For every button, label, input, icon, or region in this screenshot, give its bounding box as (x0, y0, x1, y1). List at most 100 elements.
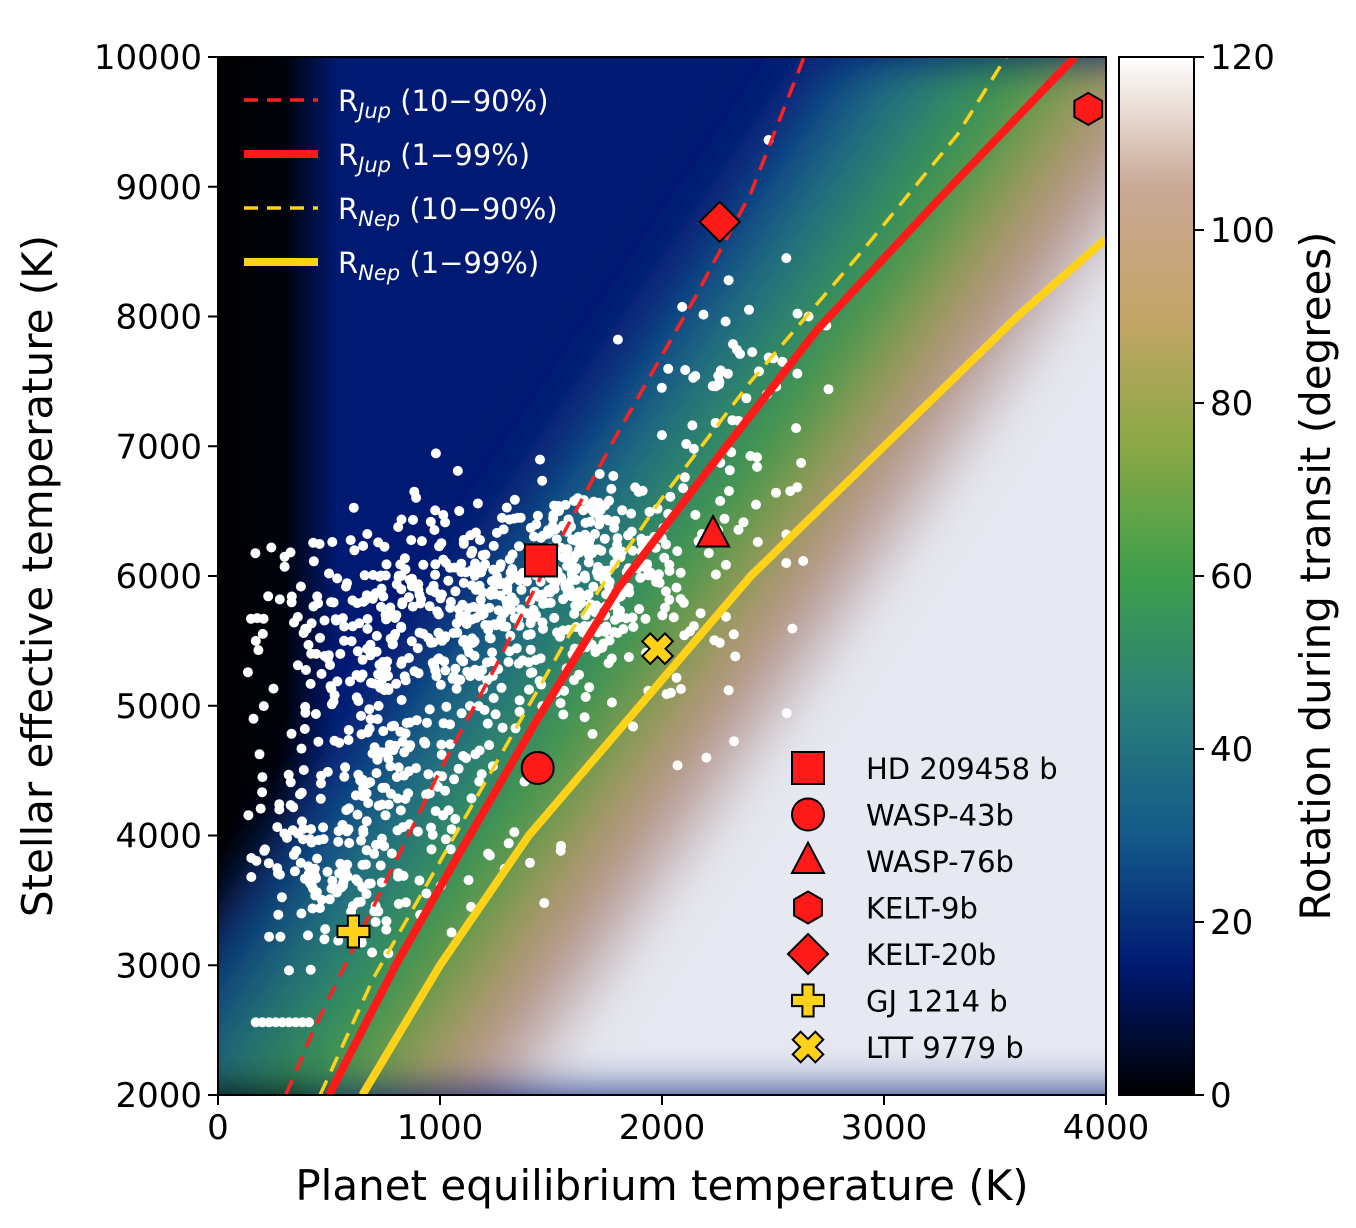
population-point (257, 628, 268, 639)
population-point (498, 524, 509, 535)
population-point (380, 609, 391, 620)
population-point (325, 660, 335, 670)
population-point (369, 848, 380, 859)
planet-legend-marker (791, 983, 825, 1018)
population-point (312, 591, 323, 602)
population-point (355, 775, 366, 786)
population-point (378, 591, 389, 602)
population-point (250, 635, 261, 646)
population-point (679, 472, 690, 483)
population-point (339, 621, 350, 632)
population-point (493, 605, 504, 616)
population-point (286, 728, 297, 739)
population-point (541, 598, 552, 608)
population-point (509, 494, 520, 505)
population-point (381, 924, 392, 935)
population-point (260, 844, 270, 855)
planet-legend-marker (786, 932, 830, 976)
population-point (289, 866, 300, 877)
colorbar-tick-label: 0 (1210, 1076, 1232, 1116)
population-point (388, 631, 399, 642)
population-point (272, 822, 283, 833)
population-point (497, 722, 508, 733)
heatmap-band (504, 215, 1106, 1095)
population-point (246, 853, 257, 863)
population-point (618, 624, 629, 635)
population-point (525, 857, 535, 868)
population-point (372, 714, 383, 725)
curve-legend-label: RNep (10−90%) (338, 192, 558, 231)
population-point (288, 849, 299, 860)
population-point (345, 676, 355, 687)
population-point (407, 573, 417, 584)
population-point (533, 591, 544, 602)
population-point (273, 909, 284, 920)
population-point (553, 506, 564, 517)
population-point (340, 762, 351, 773)
x-axis-label: Planet equilibrium temperature (K) (295, 1161, 1028, 1210)
population-point (365, 639, 376, 650)
x-axis-ticks: 0 1000 2000 3000 4000 (207, 1095, 1149, 1148)
population-point (461, 753, 472, 763)
population-point (676, 684, 686, 694)
population-point (358, 596, 369, 607)
population-point (677, 301, 688, 312)
population-point (266, 542, 277, 553)
population-point (614, 612, 625, 623)
population-point (796, 457, 807, 468)
y-tick-label: 4000 (115, 817, 202, 857)
population-point (390, 740, 401, 751)
population-point (565, 584, 575, 595)
population-point (445, 844, 456, 855)
population-point (412, 826, 423, 837)
population-point (466, 548, 477, 559)
population-point (396, 695, 407, 705)
population-point (430, 448, 441, 459)
population-point (555, 845, 566, 856)
population-point (628, 621, 639, 632)
population-point (574, 669, 584, 680)
population-point (609, 627, 619, 637)
population-point (569, 608, 580, 619)
population-point (428, 580, 439, 591)
population-point (424, 788, 435, 799)
population-point (373, 669, 384, 680)
population-point (438, 718, 449, 729)
planet-legend-marker (791, 751, 825, 785)
population-point (342, 871, 353, 882)
population-point (680, 365, 691, 375)
population-point (446, 824, 457, 835)
population-point (606, 697, 617, 708)
population-point (413, 584, 424, 595)
population-point (310, 709, 321, 719)
x-tick-label: 2000 (619, 1108, 706, 1148)
population-point (352, 809, 363, 820)
population-point (503, 657, 514, 667)
population-point (433, 609, 444, 620)
population-point (604, 576, 615, 587)
population-point (516, 584, 527, 595)
population-point (379, 685, 390, 696)
population-point (744, 304, 754, 315)
population-point (311, 648, 322, 659)
population-point (319, 934, 330, 945)
colorbar-tick-label: 60 (1210, 557, 1253, 597)
population-point (604, 495, 615, 506)
population-point (470, 664, 481, 675)
population-point (505, 567, 516, 578)
population-point (406, 636, 417, 647)
population-point (282, 832, 292, 843)
population-point (665, 491, 676, 502)
population-point (452, 627, 463, 638)
population-point (628, 721, 639, 732)
population-point (479, 705, 490, 715)
population-point (349, 545, 360, 556)
population-point (295, 581, 306, 592)
population-point (672, 760, 683, 771)
population-point (357, 654, 368, 665)
population-point (255, 803, 266, 814)
population-point (584, 682, 595, 693)
population-point (466, 793, 477, 804)
population-point (411, 492, 422, 503)
population-point (367, 947, 378, 958)
